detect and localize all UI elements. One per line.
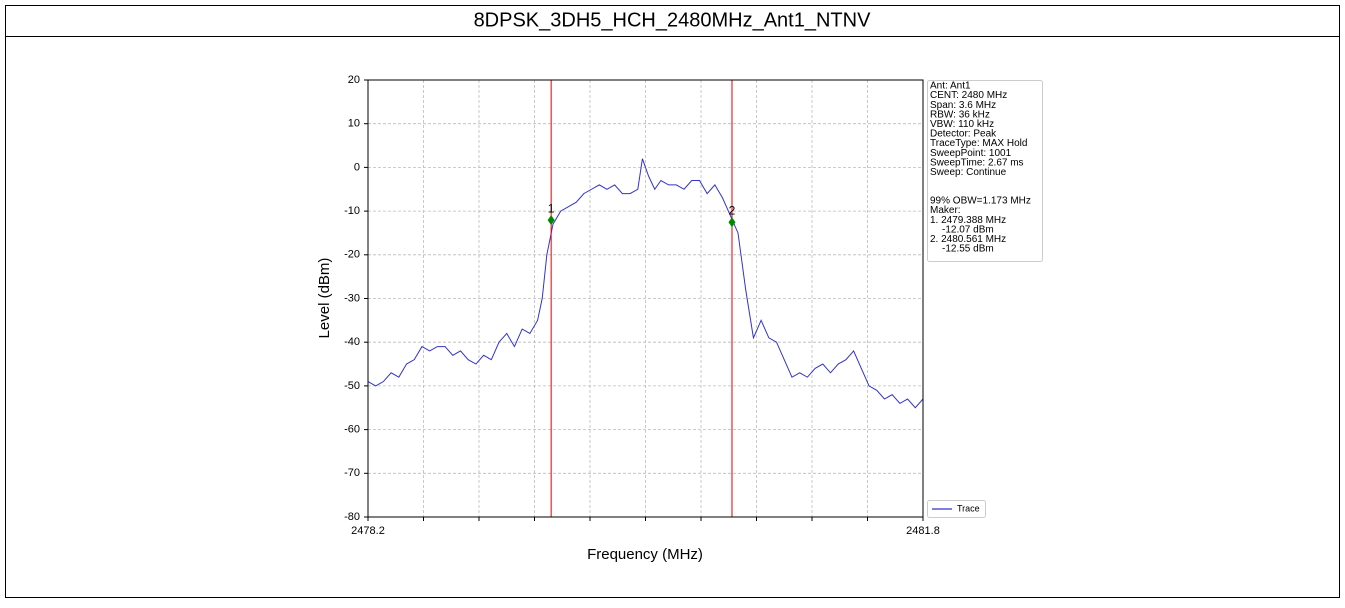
info-text: CENT: 2480 MHz — [930, 90, 1007, 101]
y-tick-label: -10 — [344, 205, 360, 217]
info-text: Span: 3.6 MHz — [930, 100, 996, 111]
y-tick-label: -70 — [344, 467, 360, 479]
x-axis-label: Frequency (MHz) — [587, 546, 703, 563]
y-tick-label: -60 — [344, 424, 360, 436]
info-text: SweepTime: 2.67 ms — [930, 157, 1024, 168]
marker-label: 1 — [548, 201, 555, 215]
info-text: SweepPoint: 1001 — [930, 148, 1012, 159]
y-tick-label: 10 — [348, 118, 360, 130]
info-text: 2. 2480.561 MHz — [930, 234, 1006, 245]
info-text: Maker: — [930, 205, 961, 216]
info-text: Detector: Peak — [930, 129, 997, 140]
y-tick-label: 0 — [354, 161, 360, 173]
trace-line — [367, 158, 924, 409]
info-text: Ant: Ant1 — [930, 81, 971, 92]
y-axis-label: Level (dBm) — [316, 258, 333, 339]
y-tick-label: -30 — [344, 292, 360, 304]
marker-point — [728, 217, 736, 228]
info-text: 1. 2479.388 MHz — [930, 215, 1006, 226]
x-tick-label: 2481.8 — [906, 525, 940, 537]
y-tick-label: 20 — [348, 74, 360, 86]
y-tick-label: -20 — [344, 249, 360, 261]
info-text: -12.55 dBm — [942, 244, 994, 255]
frame — [5, 5, 1340, 598]
marker-point — [547, 215, 555, 226]
info-text: TraceType: MAX Hold — [930, 138, 1027, 149]
y-tick-label: -80 — [344, 511, 360, 523]
info-box — [927, 80, 1043, 262]
plot-frame — [367, 79, 924, 518]
info-text: 99% OBW=1.173 MHz — [930, 196, 1031, 207]
y-tick-label: -50 — [344, 380, 360, 392]
legend-label: Trace — [957, 503, 980, 513]
x-tick-label: 2478.2 — [351, 525, 385, 537]
marker-label: 2 — [729, 203, 736, 217]
legend-box — [927, 500, 986, 518]
info-text: Sweep: Continue — [930, 167, 1007, 178]
info-text: -12.07 dBm — [942, 224, 994, 235]
info-text: RBW: 36 kHz — [930, 109, 990, 120]
y-tick-label: -40 — [344, 336, 360, 348]
chart-title: 8DPSK_3DH5_HCH_2480MHz_Ant1_NTNV — [474, 9, 872, 31]
info-text: VBW: 110 kHz — [930, 119, 994, 130]
